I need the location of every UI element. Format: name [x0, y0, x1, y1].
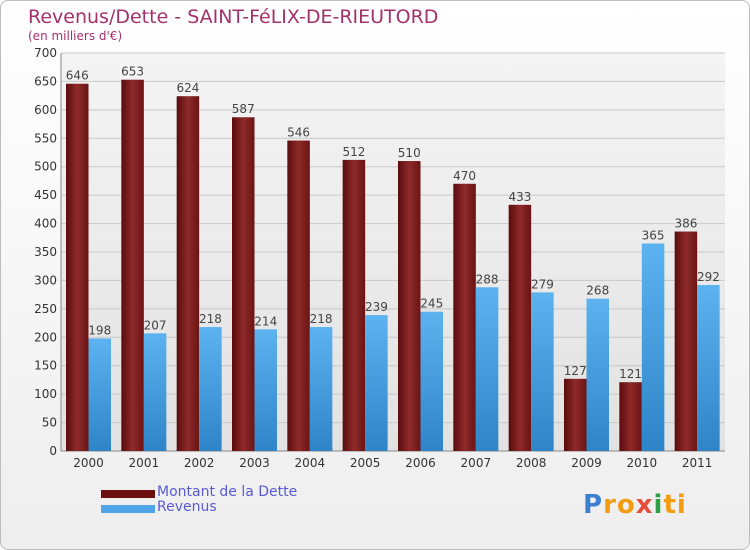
bar-debt-2004: [287, 140, 310, 451]
x-tick-label-2002: 2002: [184, 456, 215, 470]
data-label-debt-2007: 470: [453, 169, 476, 183]
chart-title: Revenus/Dette - SAINT-FéLIX-DE-RIEUTORD: [28, 6, 439, 28]
bar-revenus-2000: [88, 338, 111, 451]
logo-letter: o: [616, 490, 636, 520]
bar-revenus-2008: [531, 292, 554, 451]
data-label-revenus-2005: 239: [365, 300, 388, 314]
data-label-revenus-2002: 218: [199, 312, 222, 326]
y-tick-label: 600: [34, 103, 57, 117]
x-tick-label-2004: 2004: [295, 456, 326, 470]
chart-subtitle: (en milliers d'€): [28, 29, 123, 43]
data-label-revenus-2007: 288: [476, 272, 499, 286]
y-tick-label: 200: [34, 330, 57, 344]
data-label-debt-2005: 512: [342, 145, 365, 159]
x-tick-label-2006: 2006: [405, 456, 436, 470]
y-tick-label: 250: [34, 302, 57, 316]
bar-revenus-2010: [641, 243, 665, 451]
y-tick-label: 650: [34, 74, 57, 88]
legend-label-dette: Montant de la Dette: [157, 484, 298, 500]
data-label-debt-2002: 624: [176, 81, 199, 95]
data-label-revenus-2004: 218: [310, 312, 333, 326]
bar-revenus-2001: [143, 333, 167, 451]
y-tick-label: 50: [42, 416, 57, 430]
data-label-revenus-2006: 245: [420, 297, 443, 311]
bar-revenus-2006: [420, 311, 443, 451]
data-label-debt-2006: 510: [398, 146, 421, 160]
y-tick-label: 300: [34, 273, 57, 287]
bar-debt-2006: [398, 161, 421, 451]
data-label-revenus-2003: 214: [254, 314, 277, 328]
bar-debt-2008: [508, 204, 532, 451]
bar-revenus-2011: [697, 284, 720, 451]
bar-debt-2001: [121, 79, 144, 452]
bar-revenus-2002: [199, 327, 222, 451]
x-tick-label-2011: 2011: [682, 456, 713, 470]
logo-letter: P: [583, 490, 604, 520]
bar-debt-2009: [564, 378, 587, 451]
bar-debt-2000: [66, 83, 89, 452]
bar-debt-2003: [232, 117, 255, 452]
data-label-debt-2004: 546: [287, 126, 310, 140]
x-tick-label-2010: 2010: [627, 456, 658, 470]
x-tick-label-2000: 2000: [73, 456, 104, 470]
y-tick-label: 350: [34, 245, 57, 259]
x-tick-label-2005: 2005: [350, 456, 381, 470]
logo-letter: i: [676, 490, 687, 520]
x-tick-label-2009: 2009: [571, 456, 602, 470]
y-tick-label: 550: [34, 131, 57, 145]
x-tick-label-2007: 2007: [461, 456, 492, 470]
data-label-debt-2011: 386: [674, 217, 697, 231]
bar-revenus-2005: [365, 315, 388, 451]
y-tick-label: 700: [34, 46, 57, 60]
data-label-debt-2008: 433: [508, 190, 531, 204]
bar-debt-2010: [619, 382, 642, 451]
bar-revenus-2004: [309, 327, 333, 451]
y-tick-label: 150: [34, 359, 57, 373]
data-label-debt-2009: 127: [564, 364, 587, 378]
legend-label-revenus: Revenus: [157, 499, 217, 515]
data-label-revenus-2000: 198: [88, 323, 111, 337]
data-label-revenus-2011: 292: [697, 270, 720, 284]
legend-swatch-dette: [101, 490, 155, 498]
x-tick-label-2001: 2001: [129, 456, 160, 470]
bar-revenus-2003: [254, 329, 277, 451]
data-label-debt-2003: 587: [232, 102, 255, 116]
logo-letter: r: [603, 490, 617, 520]
y-tick-label: 0: [49, 444, 57, 458]
bar-debt-2002: [176, 96, 200, 451]
grid-lines: [60, 52, 725, 452]
logo-letter: i: [653, 490, 664, 520]
data-label-revenus-2010: 365: [642, 228, 665, 242]
bar-debt-2011: [674, 231, 698, 451]
proxiti-logo: Proxiti: [583, 490, 687, 520]
data-label-revenus-2009: 268: [586, 284, 609, 298]
logo-letter: x: [635, 490, 654, 520]
bar-debt-2007: [453, 183, 476, 451]
data-label-debt-2001: 653: [121, 65, 144, 79]
bars: 646 198 653 207 624 218 587 214 546 218 512 239 510 2…: [66, 65, 720, 452]
x-axis-ticks: 2000 2001 2002 2003 2004 2005 2006 2007 2008 2009…: [73, 456, 712, 470]
x-tick-label-2008: 2008: [516, 456, 547, 470]
data-label-revenus-2008: 279: [531, 277, 554, 291]
logo-letter: t: [663, 490, 677, 520]
y-tick-label: 450: [34, 188, 57, 202]
bar-debt-2005: [342, 159, 366, 452]
y-tick-label: 500: [34, 160, 57, 174]
y-axis-ticks: 0 50 100 150 200 250 300 350 400 450 500 550 600 650 7…: [34, 46, 57, 458]
legend-swatch-revenus: [101, 505, 155, 513]
y-tick-label: 100: [34, 387, 57, 401]
data-label-debt-2010: 121: [619, 367, 642, 381]
bar-revenus-2009: [586, 298, 609, 451]
data-label-revenus-2001: 207: [144, 318, 167, 332]
y-tick-label: 400: [34, 217, 57, 231]
x-tick-label-2003: 2003: [239, 456, 270, 470]
bar-revenus-2007: [475, 287, 499, 451]
data-label-debt-2000: 646: [66, 69, 89, 83]
